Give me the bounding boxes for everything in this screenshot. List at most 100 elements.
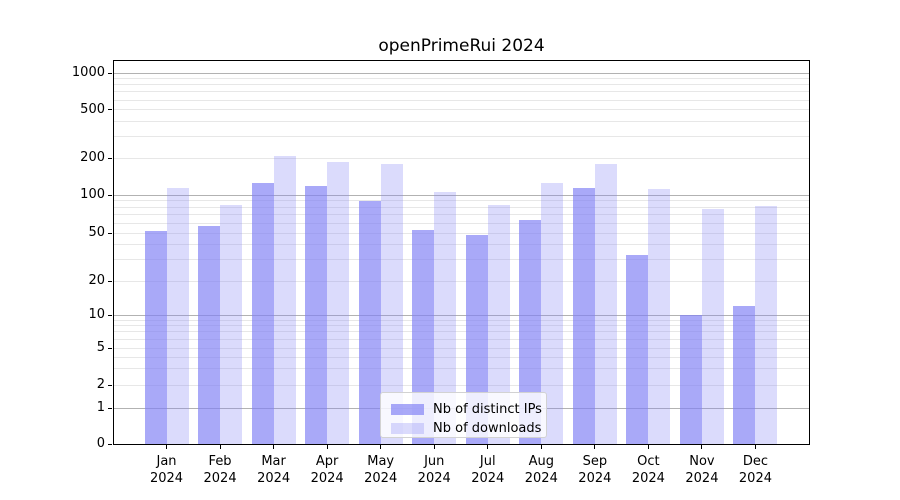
x-tick: [380, 445, 382, 449]
x-tick-label: Oct 2024: [616, 453, 680, 487]
gridline-minor: [113, 232, 809, 234]
x-tick-label: Feb 2024: [188, 453, 252, 487]
y-tick: [108, 157, 112, 159]
bar-downloads: [220, 205, 243, 444]
y-tick-label: 1: [96, 400, 105, 415]
bar-downloads: [434, 191, 457, 444]
x-tick-label-line: 2024: [738, 471, 772, 486]
bar-distinct-ips: [305, 185, 328, 444]
x-tick-label-line: Apr: [315, 454, 339, 469]
x-tick-label-line: 2024: [364, 471, 398, 486]
x-tick: [540, 445, 542, 449]
gridline-minor: [113, 319, 809, 321]
bar-distinct-ips: [679, 315, 702, 444]
x-tick: [647, 445, 649, 449]
x-tick-label: Dec 2024: [723, 453, 787, 487]
y-tick-label: 20: [88, 273, 105, 288]
x-tick-label-line: May: [367, 454, 395, 469]
gridline-minor: [113, 384, 809, 386]
gridline-minor: [113, 200, 809, 202]
gridline-minor: [113, 259, 809, 261]
gridline-minor: [113, 206, 809, 208]
legend-entry-downloads: Nb of downloads: [391, 418, 546, 436]
gridline-minor: [113, 109, 809, 111]
gridline-minor: [113, 244, 809, 246]
x-tick-label-line: Feb: [208, 454, 232, 469]
y-tick: [108, 280, 112, 282]
gridline-major: [113, 194, 809, 196]
gridline-minor: [113, 84, 809, 86]
x-tick-label: Sep 2024: [563, 453, 627, 487]
x-tick-label-line: 2024: [471, 471, 505, 486]
y-tick: [108, 232, 112, 234]
gridline-minor: [113, 214, 809, 216]
x-tick-label-line: Oct: [637, 454, 660, 469]
x-tick-label: Jan 2024: [135, 453, 199, 487]
chart-title: openPrimeRui 2024: [378, 36, 545, 56]
bar-downloads: [380, 163, 403, 444]
legend-swatch-distinct-ips: [391, 404, 424, 415]
gridline-minor: [113, 347, 809, 349]
bar-downloads: [541, 183, 564, 444]
x-tick-label-line: 2024: [257, 471, 291, 486]
x-tick-label: Jun 2024: [402, 453, 466, 487]
gridline-minor: [113, 78, 809, 80]
x-tick-label-line: Jan: [156, 454, 177, 469]
gridline-minor: [113, 280, 809, 282]
x-tick-label: Jul 2024: [456, 453, 520, 487]
y-tick: [108, 443, 112, 445]
bar-downloads: [166, 187, 189, 444]
bar-distinct-ips: [572, 188, 595, 444]
gridline-minor: [113, 136, 809, 138]
bar-distinct-ips: [519, 220, 542, 444]
legend-label-distinct-ips: Nb of distinct IPs: [433, 402, 542, 417]
x-tick: [701, 445, 703, 449]
x-tick-label-line: 2024: [524, 471, 558, 486]
y-tick-label: 0: [96, 436, 105, 451]
y-tick: [108, 314, 112, 316]
x-tick-label-line: 2024: [685, 471, 719, 486]
x-tick: [487, 445, 489, 449]
x-tick: [326, 445, 328, 449]
x-tick-label: Mar 2024: [242, 453, 306, 487]
gridline-minor: [113, 91, 809, 93]
x-tick-label-line: 2024: [310, 471, 344, 486]
gridline-minor: [113, 99, 809, 101]
y-tick-label: 10: [88, 307, 105, 322]
x-tick: [166, 445, 168, 449]
y-tick-label: 50: [88, 225, 105, 240]
gridline-minor: [113, 222, 809, 224]
bar-downloads: [273, 156, 296, 444]
y-tick: [108, 384, 112, 386]
legend: Nb of distinct IPs Nb of downloads: [380, 392, 547, 438]
bar-downloads: [701, 209, 724, 444]
y-tick-label: 500: [80, 101, 105, 117]
gridline-minor: [113, 368, 809, 370]
y-tick: [108, 407, 112, 409]
bar-distinct-ips: [198, 225, 221, 444]
bar-downloads: [755, 205, 778, 444]
y-tick: [108, 109, 112, 111]
bar-distinct-ips: [412, 229, 435, 444]
x-tick-label-line: 2024: [149, 471, 184, 486]
gridline-minor: [113, 325, 809, 327]
gridline-minor: [113, 121, 809, 123]
bar-distinct-ips: [144, 230, 167, 444]
y-tick: [108, 72, 112, 74]
x-tick-label: May 2024: [349, 453, 413, 487]
x-tick: [594, 445, 596, 449]
x-tick-label: Aug 2024: [509, 453, 573, 487]
x-tick-label: Nov 2024: [670, 453, 734, 487]
y-tick-label: 1000: [71, 65, 105, 80]
gridline-minor: [113, 157, 809, 159]
gridline-major: [113, 72, 809, 74]
x-tick-label-line: Jun: [424, 454, 445, 469]
gridline-minor: [113, 338, 809, 340]
x-tick-label-line: Jul: [479, 454, 496, 469]
gridline-minor: [113, 331, 809, 333]
x-tick: [754, 445, 756, 449]
bar-distinct-ips: [465, 235, 488, 444]
x-tick-label-line: 2024: [631, 471, 665, 486]
legend-label-downloads: Nb of downloads: [433, 421, 542, 436]
